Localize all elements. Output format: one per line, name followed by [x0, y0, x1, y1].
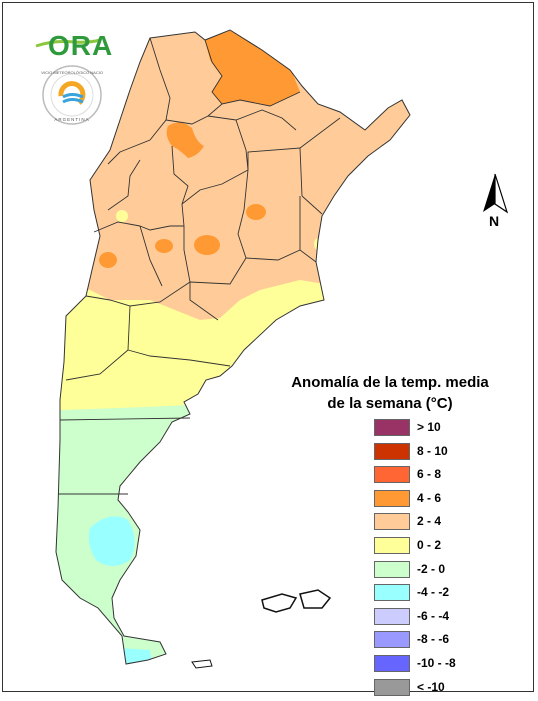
province-borders [58, 37, 341, 495]
ora-logo-text: ORA [48, 30, 114, 61]
badge-bottom-text: ARGENTINA [54, 117, 89, 122]
legend-label: -4 - -2 [417, 585, 450, 600]
legend-label: 8 - 10 [417, 443, 448, 458]
smn-badge: SERVICIO METEOROLÓGICO NACIONAL ARGENTIN… [41, 65, 103, 125]
legend-label: -2 - 0 [417, 561, 446, 576]
isla-estados [191, 659, 213, 669]
legend-swatch [374, 466, 410, 484]
legend-label: 6 - 8 [417, 467, 442, 482]
legend-swatch [374, 513, 410, 531]
zone-4-6-b [194, 235, 220, 255]
legend-label: < -10 [417, 679, 445, 694]
zone-4-6-a [246, 204, 266, 220]
zone-4-6-north [205, 30, 300, 106]
legend-swatch [374, 654, 410, 672]
map-frame [2, 2, 534, 692]
zone-minus4-minus2-south [118, 648, 152, 664]
legend-title-line2: de la semana (°C) [327, 395, 453, 412]
legend-swatch [374, 678, 410, 696]
legend-label: -8 - -6 [417, 632, 450, 647]
legend-label: -10 - -8 [417, 655, 456, 670]
ora-logo-swoosh [35, 38, 101, 48]
legend-swatch [374, 489, 410, 507]
north-label: N [489, 213, 500, 229]
legend-swatch [374, 631, 410, 649]
badge-top-text: SERVICIO METEOROLÓGICO NACIONAL [41, 70, 103, 75]
legend-label: -6 - -4 [417, 608, 450, 623]
malvinas-islands [261, 589, 332, 613]
country-outline [55, 29, 411, 665]
zone-4-6-d [99, 252, 117, 268]
legend-swatch [374, 442, 410, 460]
legend-swatch [374, 560, 410, 578]
legend-title: Anomalía de la temp. media de la semana … [290, 372, 490, 414]
zone-4-6-c [155, 239, 173, 253]
legend-swatch [374, 419, 410, 436]
legend-swatch [374, 584, 410, 602]
north-arrow-icon [483, 173, 509, 214]
legend-label: 0 - 2 [417, 537, 442, 552]
zone-0-2-a [116, 210, 128, 222]
legend-label: 4 - 6 [417, 490, 442, 505]
zone-4-6-jujuy [166, 122, 204, 158]
legend-label: 2 - 4 [417, 514, 442, 529]
legend-label: > 10 [417, 420, 441, 434]
legend-swatch [374, 536, 410, 554]
legend-swatch [374, 607, 410, 625]
zone-minus2-0-east [273, 321, 321, 356]
zone-minus4-minus2 [88, 516, 135, 566]
legend-title-line1: Anomalía de la temp. media [291, 374, 489, 391]
